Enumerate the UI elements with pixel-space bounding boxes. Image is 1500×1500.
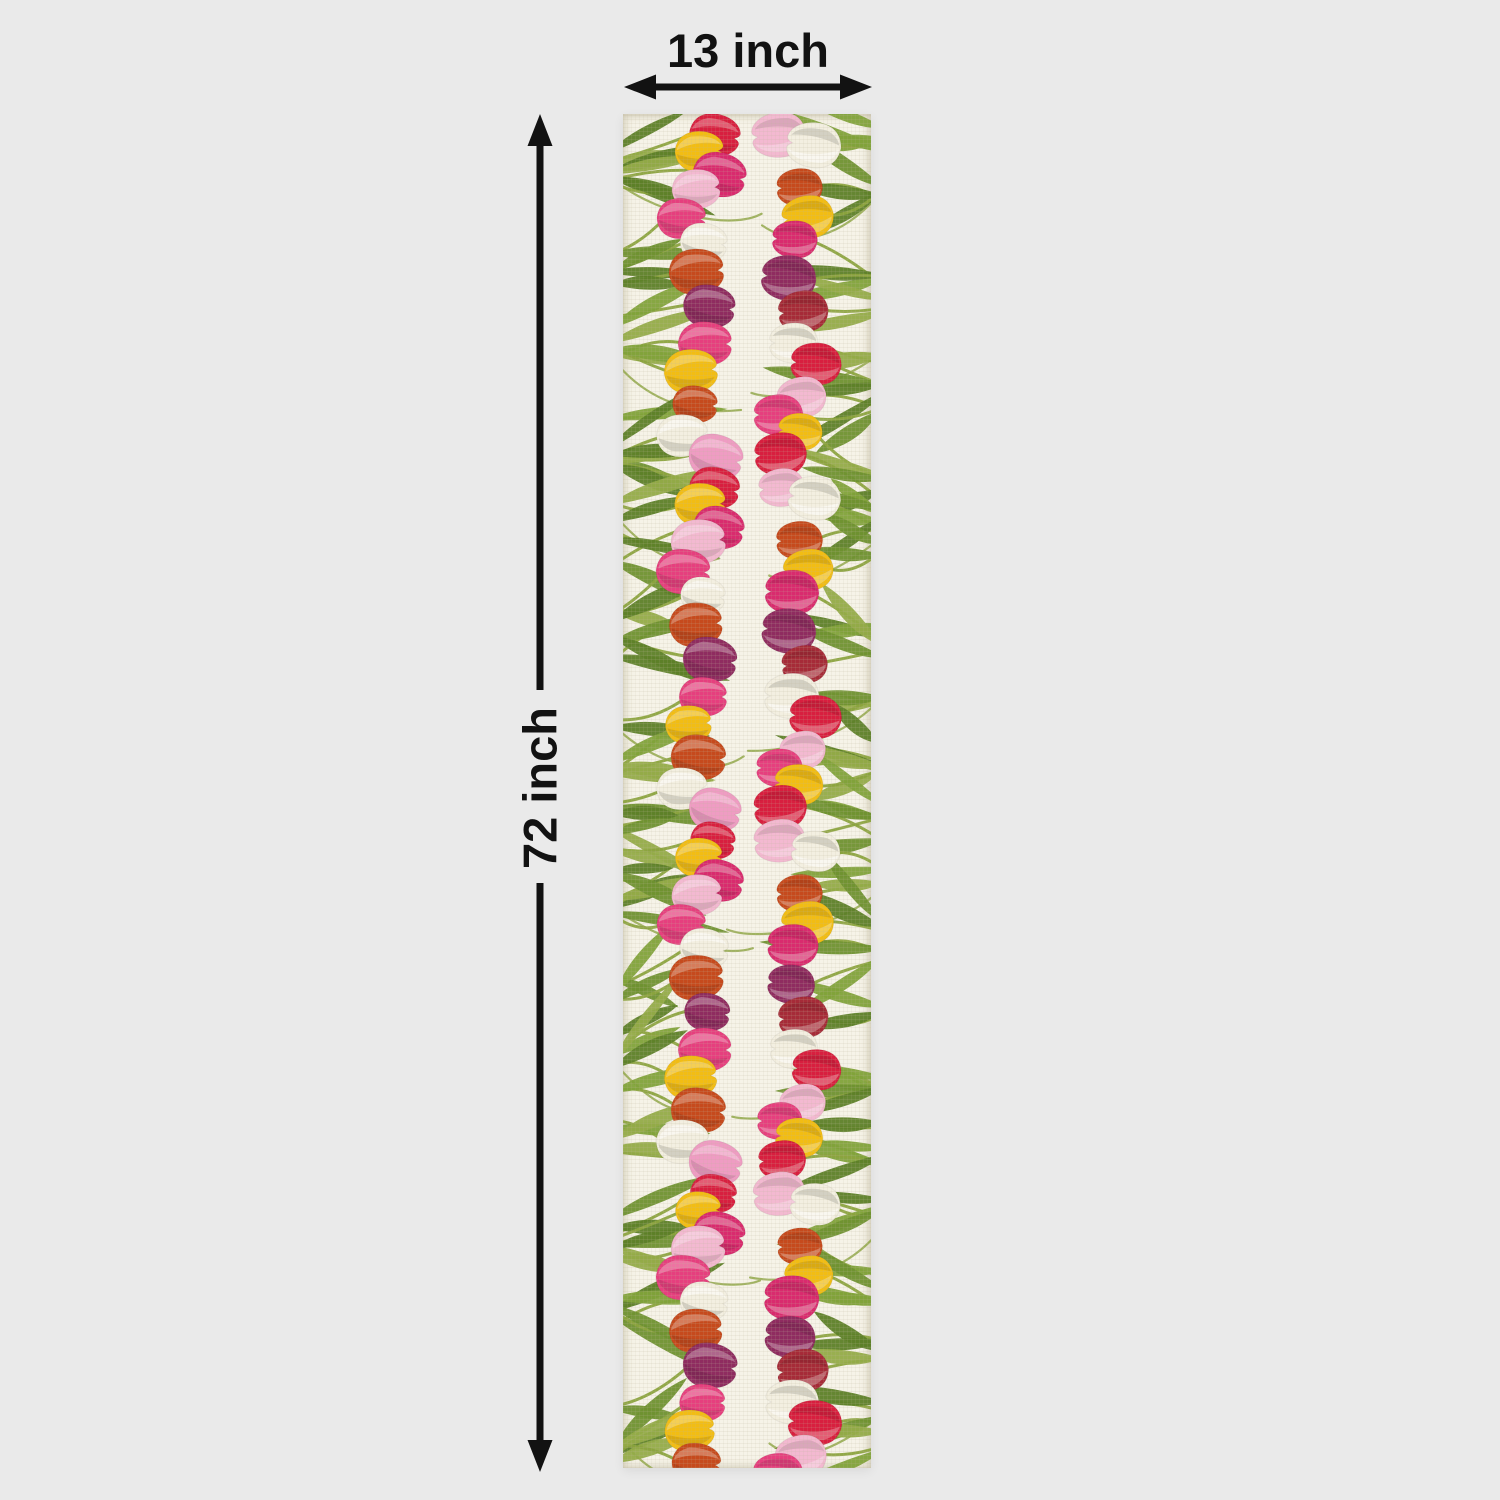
tulip-head xyxy=(787,1399,843,1446)
tulip-head xyxy=(757,1139,807,1181)
tulip-head xyxy=(688,1139,743,1186)
tulip-head xyxy=(752,1452,804,1468)
tulip-head xyxy=(763,1275,820,1322)
width-dimension-label: 13 inch xyxy=(667,24,829,77)
tulip-head xyxy=(776,168,824,207)
tulip-head xyxy=(668,1308,723,1354)
tulip-head xyxy=(787,475,842,521)
tulip-head xyxy=(781,194,835,240)
tulip-head xyxy=(789,1182,841,1226)
tulip-heads-layer xyxy=(655,114,843,1468)
tulip-head xyxy=(663,348,719,395)
tulip-head xyxy=(682,284,736,329)
tulip-head xyxy=(753,784,808,830)
width-dimension-arrow xyxy=(624,74,872,100)
tulip-head xyxy=(785,121,842,169)
tulip-head xyxy=(767,923,819,968)
tulip-head xyxy=(682,636,738,683)
tulip-head xyxy=(753,432,808,477)
tulip-head xyxy=(777,290,829,333)
tulip-head xyxy=(790,830,841,873)
height-dimension-arrow xyxy=(527,114,553,1472)
tulip-head xyxy=(664,1409,716,1452)
table-runner xyxy=(623,114,871,1468)
tulip-pattern-graphic xyxy=(623,114,871,1468)
tulip-head xyxy=(764,569,820,616)
tulip-head xyxy=(668,602,723,648)
tulip-head xyxy=(682,1342,738,1389)
tulip-head xyxy=(771,220,818,259)
tulip-head xyxy=(671,1442,722,1468)
tulip-head xyxy=(761,608,817,655)
height-dimension-label: 72 inch xyxy=(513,707,567,869)
tulip-head xyxy=(664,705,712,745)
tulip-head xyxy=(791,1049,842,1091)
